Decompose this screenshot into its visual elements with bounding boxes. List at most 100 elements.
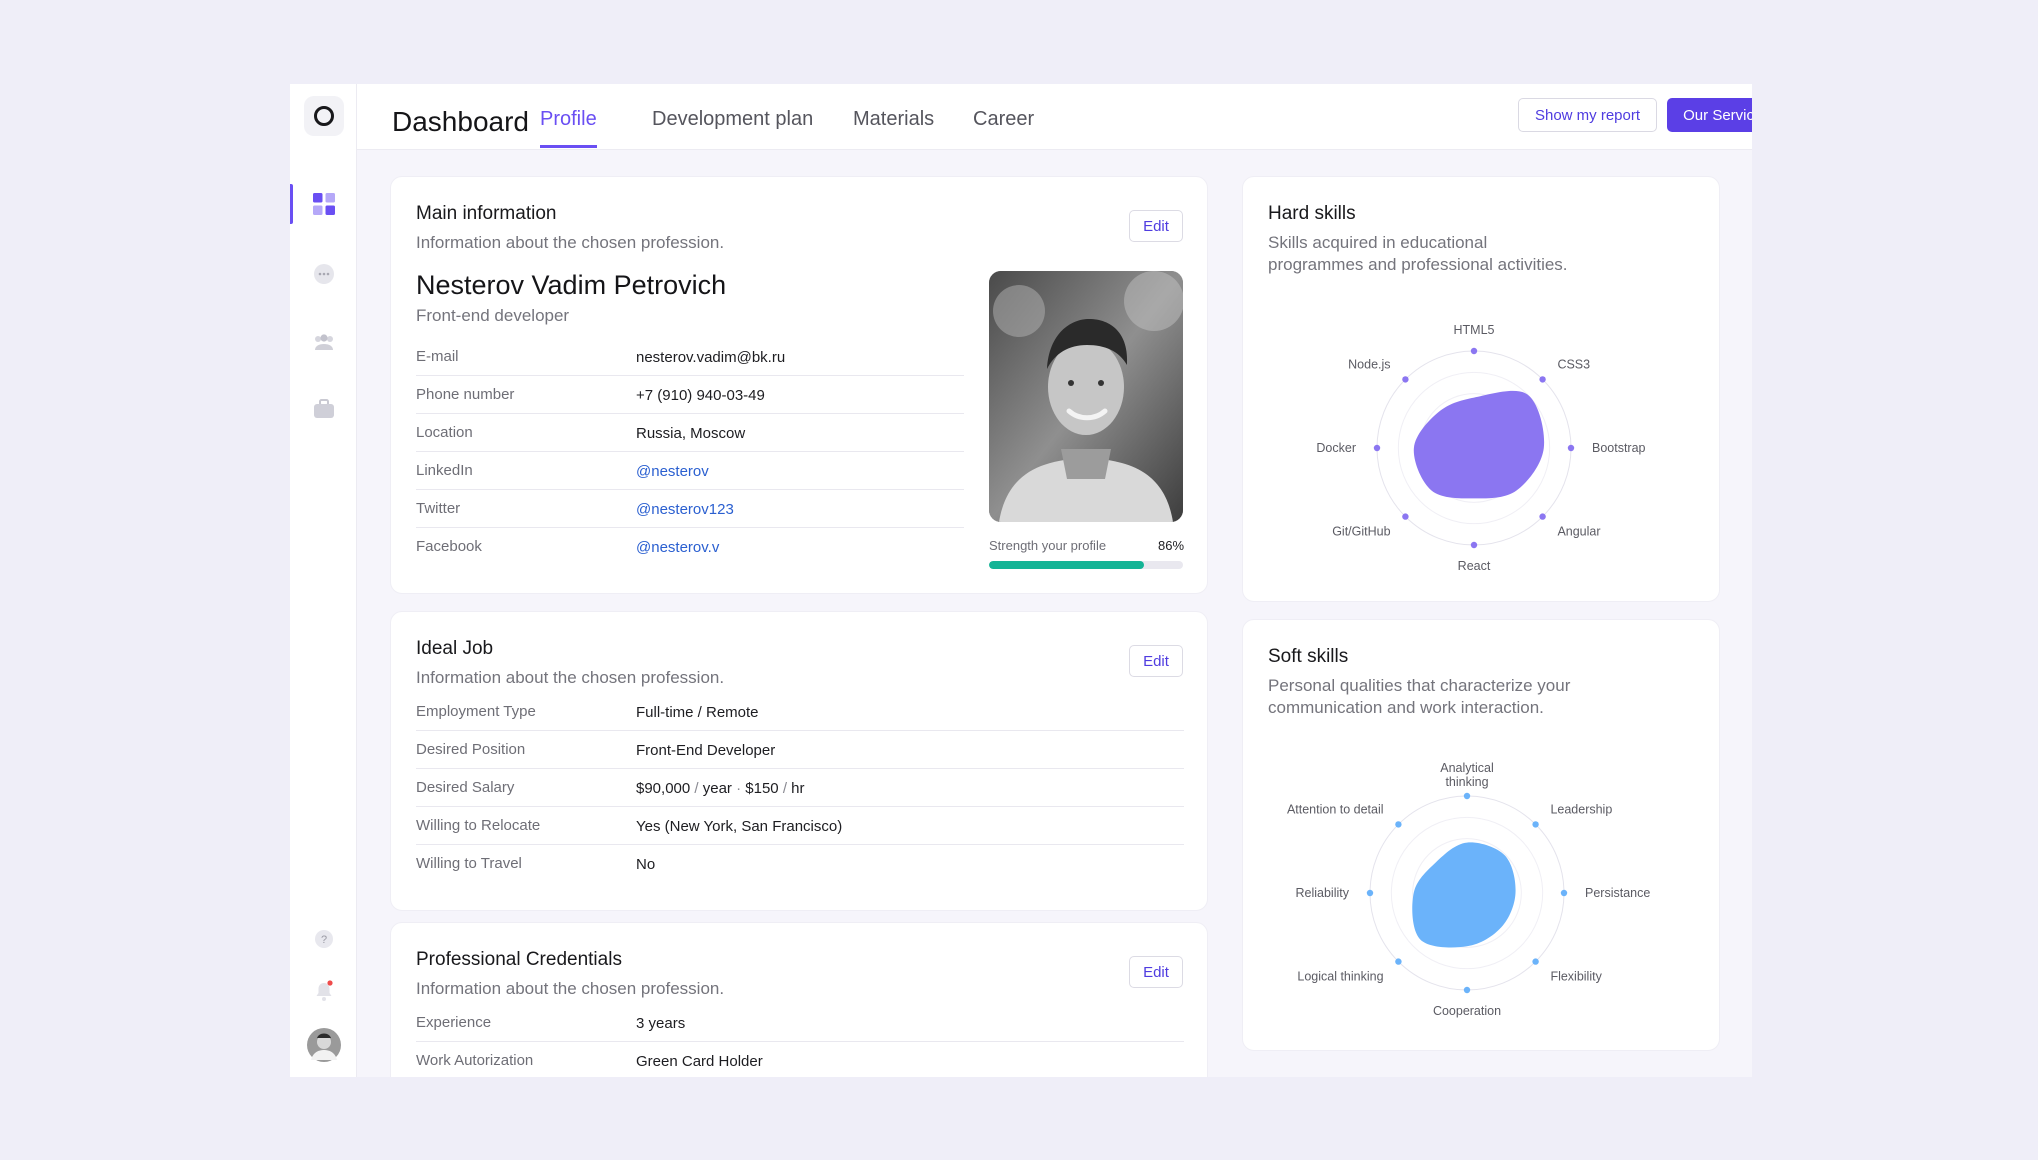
radar-axis-label: Git/GitHub xyxy=(1332,524,1390,538)
subtitle-line: programmes and professional activities. xyxy=(1268,255,1568,274)
salary-hour-amount: $150 xyxy=(745,780,779,797)
row-value: No xyxy=(636,856,656,873)
strength-progress-bar xyxy=(989,561,1183,569)
row-label: Willing to Relocate xyxy=(416,817,541,834)
radar-axis-dot xyxy=(1532,958,1539,965)
sidebar: ? xyxy=(290,84,357,1077)
salary-value: $90,000 / year · $150 / hr xyxy=(636,780,805,797)
radar-axis-dot xyxy=(1567,444,1575,452)
salary-separator: / xyxy=(782,780,787,797)
radar-axis-dot xyxy=(1402,376,1409,383)
edit-main-info-button[interactable]: Edit xyxy=(1129,210,1183,242)
row-label: Facebook xyxy=(416,538,482,555)
facebook-link[interactable]: @nesterov.v xyxy=(636,539,720,556)
radar-axis-dot xyxy=(1463,792,1471,800)
avatar xyxy=(307,1028,341,1062)
briefcase-icon xyxy=(314,399,334,418)
salary-year-unit: year xyxy=(702,780,732,797)
strength-value: 86% xyxy=(1158,538,1185,553)
edit-ideal-job-button[interactable]: Edit xyxy=(1129,645,1183,677)
job-row-travel: Willing to Travel No xyxy=(416,845,1184,883)
strength-label: Strength your profile xyxy=(989,538,1107,553)
card-subtitle: Information about the chosen profession. xyxy=(416,668,725,687)
credentials-row-work-authorization: Work Autorization Green Card Holder xyxy=(416,1042,1184,1077)
row-label: E-mail xyxy=(416,348,459,365)
radar-axis-label: HTML5 xyxy=(1454,323,1495,337)
show-report-button[interactable]: Show my report xyxy=(1518,98,1657,132)
logo-icon xyxy=(314,106,334,126)
our-services-button[interactable]: Our Services xyxy=(1667,98,1752,132)
radar-grid-ring xyxy=(1397,371,1551,525)
row-value: Yes (New York, San Francisco) xyxy=(636,818,843,835)
ideal-job-card: Ideal Job Information about the chosen p… xyxy=(390,611,1208,911)
user-avatar[interactable] xyxy=(304,1025,344,1065)
strength-progress-fill xyxy=(989,561,1145,569)
logo[interactable] xyxy=(304,96,344,136)
job-row-employment-type: Employment Type Full-time / Remote xyxy=(416,693,1184,731)
sidebar-item-career[interactable] xyxy=(304,389,344,429)
hard-skills-card: Hard skills Skills acquired in education… xyxy=(1242,176,1720,602)
edit-credentials-button[interactable]: Edit xyxy=(1129,956,1183,988)
credentials-card: Professional Credentials Information abo… xyxy=(390,922,1208,1077)
radar-skill-shape xyxy=(1413,390,1545,499)
row-label: Willing to Travel xyxy=(416,855,522,872)
radar-axis-dot xyxy=(1395,958,1402,965)
radar-axis-dot xyxy=(1539,513,1546,520)
row-label: Location xyxy=(416,424,473,441)
twitter-link[interactable]: @nesterov123 xyxy=(636,501,734,518)
radar-axis-label: Reliability xyxy=(1296,886,1350,900)
sidebar-item-team[interactable] xyxy=(304,322,344,362)
row-value: Front-End Developer xyxy=(636,742,776,759)
grid-icon xyxy=(313,193,335,215)
radar-axis-label: Node.js xyxy=(1348,358,1390,372)
radar-axis-label: Analytical xyxy=(1440,761,1494,775)
row-value: Green Card Holder xyxy=(636,1053,763,1070)
app-window: ? Dashboard Profile Development plan Mat… xyxy=(290,84,1752,1077)
job-row-relocate: Willing to Relocate Yes (New York, San F… xyxy=(416,807,1184,845)
radar-axis-label: Bootstrap xyxy=(1592,441,1646,455)
radar-grid-ring xyxy=(1390,816,1544,970)
radar-axis-label: Cooperation xyxy=(1433,1004,1501,1018)
page-title: Dashboard xyxy=(392,106,529,137)
tab-development-plan[interactable]: Development plan xyxy=(652,108,814,130)
row-label: Experience xyxy=(416,1014,492,1031)
radar-skill-shape xyxy=(1412,842,1516,948)
radar-axis-label: React xyxy=(1458,559,1491,573)
salary-dot: · xyxy=(736,780,742,797)
card-subtitle: Information about the chosen profession. xyxy=(416,233,725,252)
row-value: Full-time / Remote xyxy=(636,704,759,721)
soft-skills-card: Soft skills Personal qualities that char… xyxy=(1242,619,1720,1051)
info-row-linkedin: LinkedIn @nesterov xyxy=(416,452,964,490)
bell-icon xyxy=(316,980,333,1001)
radar-axis-label: Persistance xyxy=(1585,886,1650,900)
card-title: Soft skills xyxy=(1268,646,1349,667)
tab-career[interactable]: Career xyxy=(973,108,1035,130)
sidebar-item-dashboard[interactable] xyxy=(304,184,344,224)
card-title: Main information xyxy=(416,203,557,224)
radar-axis-dot xyxy=(1373,444,1381,452)
subtitle-line: communication and work interaction. xyxy=(1268,698,1544,717)
job-row-desired-position: Desired Position Front-End Developer xyxy=(416,731,1184,769)
sidebar-item-messages[interactable] xyxy=(304,254,344,294)
tab-materials[interactable]: Materials xyxy=(853,108,935,130)
linkedin-link[interactable]: @nesterov xyxy=(636,463,709,480)
hard-skills-radar-chart: HTML5 CSS3 Bootstrap Angular React Git/GitHub… xyxy=(1316,323,1646,573)
radar-axis-label: thinking xyxy=(1445,775,1488,789)
help-button[interactable]: ? xyxy=(304,919,344,959)
info-row-email: E-mail nesterov.vadim@bk.ru xyxy=(416,338,964,376)
card-title: Professional Credentials xyxy=(416,949,622,970)
radar-axis-dot xyxy=(1470,541,1478,549)
email-value: nesterov.vadim@bk.ru xyxy=(636,349,786,366)
info-row-facebook: Facebook @nesterov.v xyxy=(416,528,964,566)
job-row-desired-salary: Desired Salary $90,000 / year · $150 / h… xyxy=(416,769,1184,807)
radar-axis-label: Attention to detail xyxy=(1287,803,1384,817)
radar-axis-dot xyxy=(1560,889,1568,897)
radar-axis-dot xyxy=(1395,821,1402,828)
profile-photo xyxy=(989,271,1183,522)
info-row-twitter: Twitter @nesterov123 xyxy=(416,490,964,528)
top-bar: Dashboard Profile Development plan Mater… xyxy=(357,84,1752,150)
row-label: Twitter xyxy=(416,500,461,517)
tab-profile[interactable]: Profile xyxy=(540,108,597,148)
notifications-button[interactable] xyxy=(304,971,344,1011)
